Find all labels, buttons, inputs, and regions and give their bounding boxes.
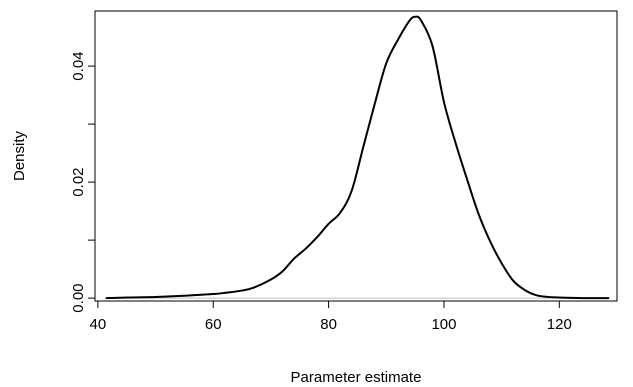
y-axis: 0.00 0.02 0.04: [70, 51, 96, 313]
x-axis-title: Parameter estimate: [291, 369, 422, 386]
x-tick-label-40: 40: [90, 316, 107, 333]
y-tick-label-0: 0.00: [70, 283, 87, 312]
density-curve-layer: [105, 15, 610, 300]
x-tick-label-120: 120: [547, 316, 572, 333]
y-axis-title: Density: [11, 130, 28, 181]
x-tick-label-80: 80: [320, 316, 337, 333]
y-tick-label-4: 0.04: [70, 51, 87, 80]
y-tick-label-2: 0.02: [70, 167, 87, 196]
density-curve-0: [105, 15, 610, 300]
x-axis: 40 60 80 100 120: [90, 300, 572, 333]
x-tick-label-100: 100: [431, 316, 456, 333]
x-tick-label-60: 60: [205, 316, 222, 333]
